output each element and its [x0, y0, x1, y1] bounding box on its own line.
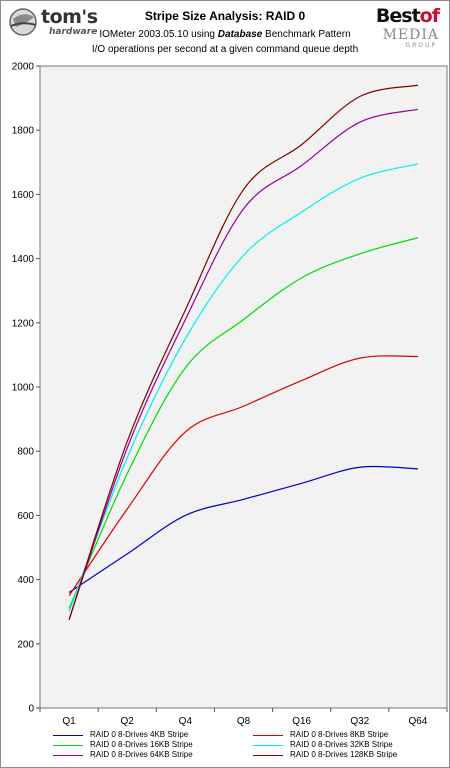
y-tick-label: 2000 [12, 62, 35, 73]
chart-subtitle-1: IOMeter 2003.05.10 using Database Benchm… [1, 29, 449, 40]
x-tick-label: Q16 [292, 716, 311, 727]
logo-sub: hardware [49, 27, 98, 37]
series-line-5 [68, 108, 419, 620]
y-tick-label: 1000 [12, 383, 35, 394]
chart-title: Stripe Size Analysis: RAID 0 [144, 9, 306, 23]
series-line-2 [68, 355, 418, 596]
y-axis: 0 200 400 600 800 1000 1200 1400 1600 1800 2000 [12, 62, 40, 715]
series-line-4 [68, 163, 419, 612]
legend-swatch [253, 755, 283, 756]
legend-label: RAID 0 8-Drives 4KB Stripe [90, 730, 189, 739]
legend-label: RAID 0 8-Drives 32KB Stripe [290, 740, 393, 749]
x-tick-label: Q64 [408, 716, 427, 727]
toms-hardware-logo: tom's hardware [7, 5, 127, 45]
x-tick-label: Q32 [350, 716, 369, 727]
legend-label: RAID 0 8-Drives 16KB Stripe [90, 740, 193, 749]
bestofmedia-logo: Bestof MEDIA GROUP [375, 5, 445, 53]
subtitle-suffix: Benchmark Pattern [262, 29, 351, 40]
toms-hardware-globe-icon [9, 8, 37, 36]
logo-of-word: of [419, 5, 440, 27]
legend-label: RAID 0 8-Drives 8KB Stripe [290, 730, 389, 739]
chart-subtitle-2: I/O operations per second at a given com… [91, 44, 359, 55]
y-tick-label: 0 [28, 704, 34, 715]
x-tick-label: Q8 [237, 716, 251, 727]
y-tick-label: 1800 [12, 126, 35, 137]
series-line-3 [68, 237, 419, 609]
x-axis: Q1 Q2 Q4 Q8 Q16 Q32 Q64 [39, 708, 448, 727]
logo-group: GROUP [405, 42, 437, 49]
y-tick-label: 1600 [12, 190, 35, 201]
logo-word: tom's [41, 6, 98, 28]
legend-swatch [253, 745, 283, 746]
x-tick-label: Q1 [62, 716, 76, 727]
logo-best-word: Best [375, 5, 421, 27]
legend-label: RAID 0 8-Drives 64KB Stripe [90, 750, 193, 759]
series-line-6 [68, 84, 419, 620]
series-lines [68, 84, 419, 620]
y-tick-label: 600 [17, 511, 34, 522]
x-tick-label: Q4 [179, 716, 193, 727]
subtitle-pattern-name: Database [217, 29, 263, 40]
plot-area [39, 65, 448, 709]
logo-best: Bestof [375, 5, 440, 27]
y-tick-label: 200 [17, 639, 34, 650]
subtitle-prefix: IOMeter 2003.05.10 using [99, 29, 218, 40]
legend-label: RAID 0 8-Drives 128KB Stripe [290, 750, 398, 759]
legend-swatch [253, 735, 283, 736]
y-tick-label: 800 [17, 447, 34, 458]
legend-swatch [53, 755, 83, 756]
y-tick-label: 400 [17, 575, 34, 586]
legend-swatch [53, 735, 83, 736]
x-tick-label: Q2 [121, 716, 135, 727]
y-tick-label: 1200 [12, 318, 35, 329]
y-tick-label: 1400 [12, 254, 35, 265]
logo-media: MEDIA [382, 27, 439, 43]
legend-swatch [53, 745, 83, 746]
series-line-1 [68, 465, 418, 593]
